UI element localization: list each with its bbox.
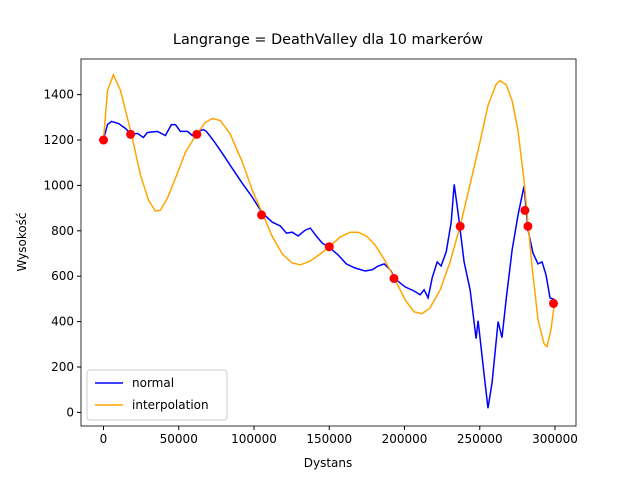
- marker: [126, 129, 136, 139]
- marker: [523, 221, 533, 231]
- marker: [324, 242, 334, 252]
- marker: [99, 135, 108, 145]
- x-tick-label: 0: [100, 432, 108, 446]
- x-tick-label: 150000: [306, 432, 352, 446]
- legend-label: normal: [132, 376, 174, 390]
- data-line: [102, 72, 556, 349]
- y-axis-label: Wysokość: [15, 212, 29, 271]
- x-tick-label: 50000: [160, 432, 198, 446]
- y-tick-label: 1400: [43, 88, 74, 102]
- marker: [455, 221, 465, 231]
- y-tick-label: 0: [66, 405, 74, 419]
- y-tick-label: 200: [51, 360, 74, 374]
- x-tick-label: 100000: [231, 432, 277, 446]
- marker: [520, 205, 530, 215]
- y-tick-label: 600: [51, 269, 74, 283]
- chart-title: Langrange = DeathValley dla 10 markerów: [173, 32, 483, 48]
- y-tick-label: 400: [51, 315, 74, 329]
- data-line: [102, 120, 556, 409]
- x-tick-label: 250000: [457, 432, 503, 446]
- x-tick-label: 300000: [532, 432, 578, 446]
- y-tick-label: 1200: [43, 133, 74, 147]
- marker: [549, 298, 558, 308]
- plot-frame: [80, 58, 577, 427]
- y-tick-label: 1000: [43, 178, 74, 192]
- legend-label: interpolation: [132, 398, 209, 412]
- x-axis-label: Dystans: [304, 456, 353, 470]
- y-tick-label: 800: [51, 224, 74, 238]
- marker: [257, 210, 267, 220]
- marker: [192, 129, 202, 139]
- x-tick-label: 200000: [382, 432, 428, 446]
- marker: [389, 273, 399, 283]
